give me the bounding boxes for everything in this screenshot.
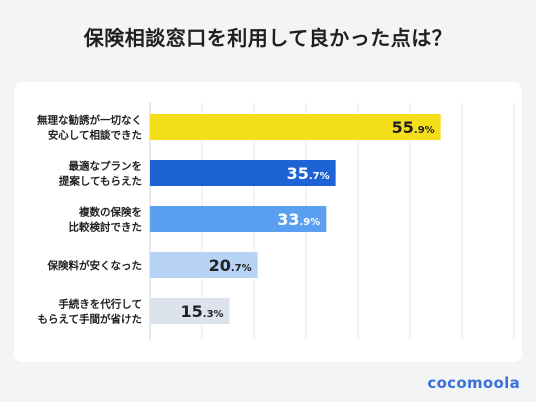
category-label-line: 提案してもらえた bbox=[59, 175, 142, 188]
value-label-decimal: .7% bbox=[309, 171, 330, 182]
bar bbox=[150, 160, 336, 186]
bar bbox=[150, 114, 441, 140]
category-label-line: 無理な勧誘が一切なく bbox=[37, 114, 142, 127]
category-label: 手続きを代行してもらえて手間が省けた bbox=[38, 298, 142, 326]
bar-chart: 無理な勧誘が一切なく安心して相談できた 55.9%最適なプランを提案してもらえた 3… bbox=[37, 102, 515, 340]
bar bbox=[150, 252, 258, 278]
value-label-integer: 15 bbox=[181, 302, 203, 321]
value-label: 33.9% bbox=[277, 210, 320, 229]
category-label: 保険料が安くなった bbox=[47, 259, 143, 272]
value-label: 20.7% bbox=[209, 256, 252, 275]
value-label-integer: 20 bbox=[209, 256, 231, 275]
value-label-decimal: .3% bbox=[203, 309, 224, 320]
category-label: 最適なプランを提案してもらえた bbox=[59, 160, 142, 188]
chart-card: 無理な勧誘が一切なく安心して相談できた 55.9% 最適なプランを提案してもらえた 3… bbox=[14, 82, 522, 362]
bar bbox=[150, 298, 230, 324]
value-label: 15.3% bbox=[181, 302, 224, 321]
value-label: 35.7% bbox=[287, 164, 330, 183]
bar bbox=[150, 206, 327, 232]
value-label: 55.9% bbox=[392, 118, 435, 137]
category-label-line: 最適なプランを bbox=[69, 160, 143, 173]
value-label-decimal: .7% bbox=[231, 263, 252, 274]
value-label-integer: 35 bbox=[287, 164, 309, 183]
cocomoola-logo: cocomoola bbox=[427, 374, 520, 392]
category-label-line: 安心して相談できた bbox=[48, 129, 142, 142]
category-label-line: 保険料が安くなった bbox=[47, 259, 143, 272]
category-label: 複数の保険を比較検討できた bbox=[69, 206, 143, 234]
category-label: 無理な勧誘が一切なく安心して相談できた bbox=[37, 114, 142, 142]
category-label-line: もらえて手間が省けた bbox=[38, 313, 142, 326]
category-label-line: 複数の保険を bbox=[78, 206, 142, 219]
chart-title: 保険相談窓口を利用して良かった点は？ bbox=[83, 26, 453, 50]
category-label-line: 手続きを代行して bbox=[58, 298, 142, 311]
value-label-integer: 55 bbox=[392, 118, 414, 137]
value-label-decimal: .9% bbox=[299, 217, 320, 228]
category-label-line: 比較検討できた bbox=[69, 221, 143, 234]
value-label-integer: 33 bbox=[277, 210, 299, 229]
value-label-decimal: .9% bbox=[414, 125, 435, 136]
